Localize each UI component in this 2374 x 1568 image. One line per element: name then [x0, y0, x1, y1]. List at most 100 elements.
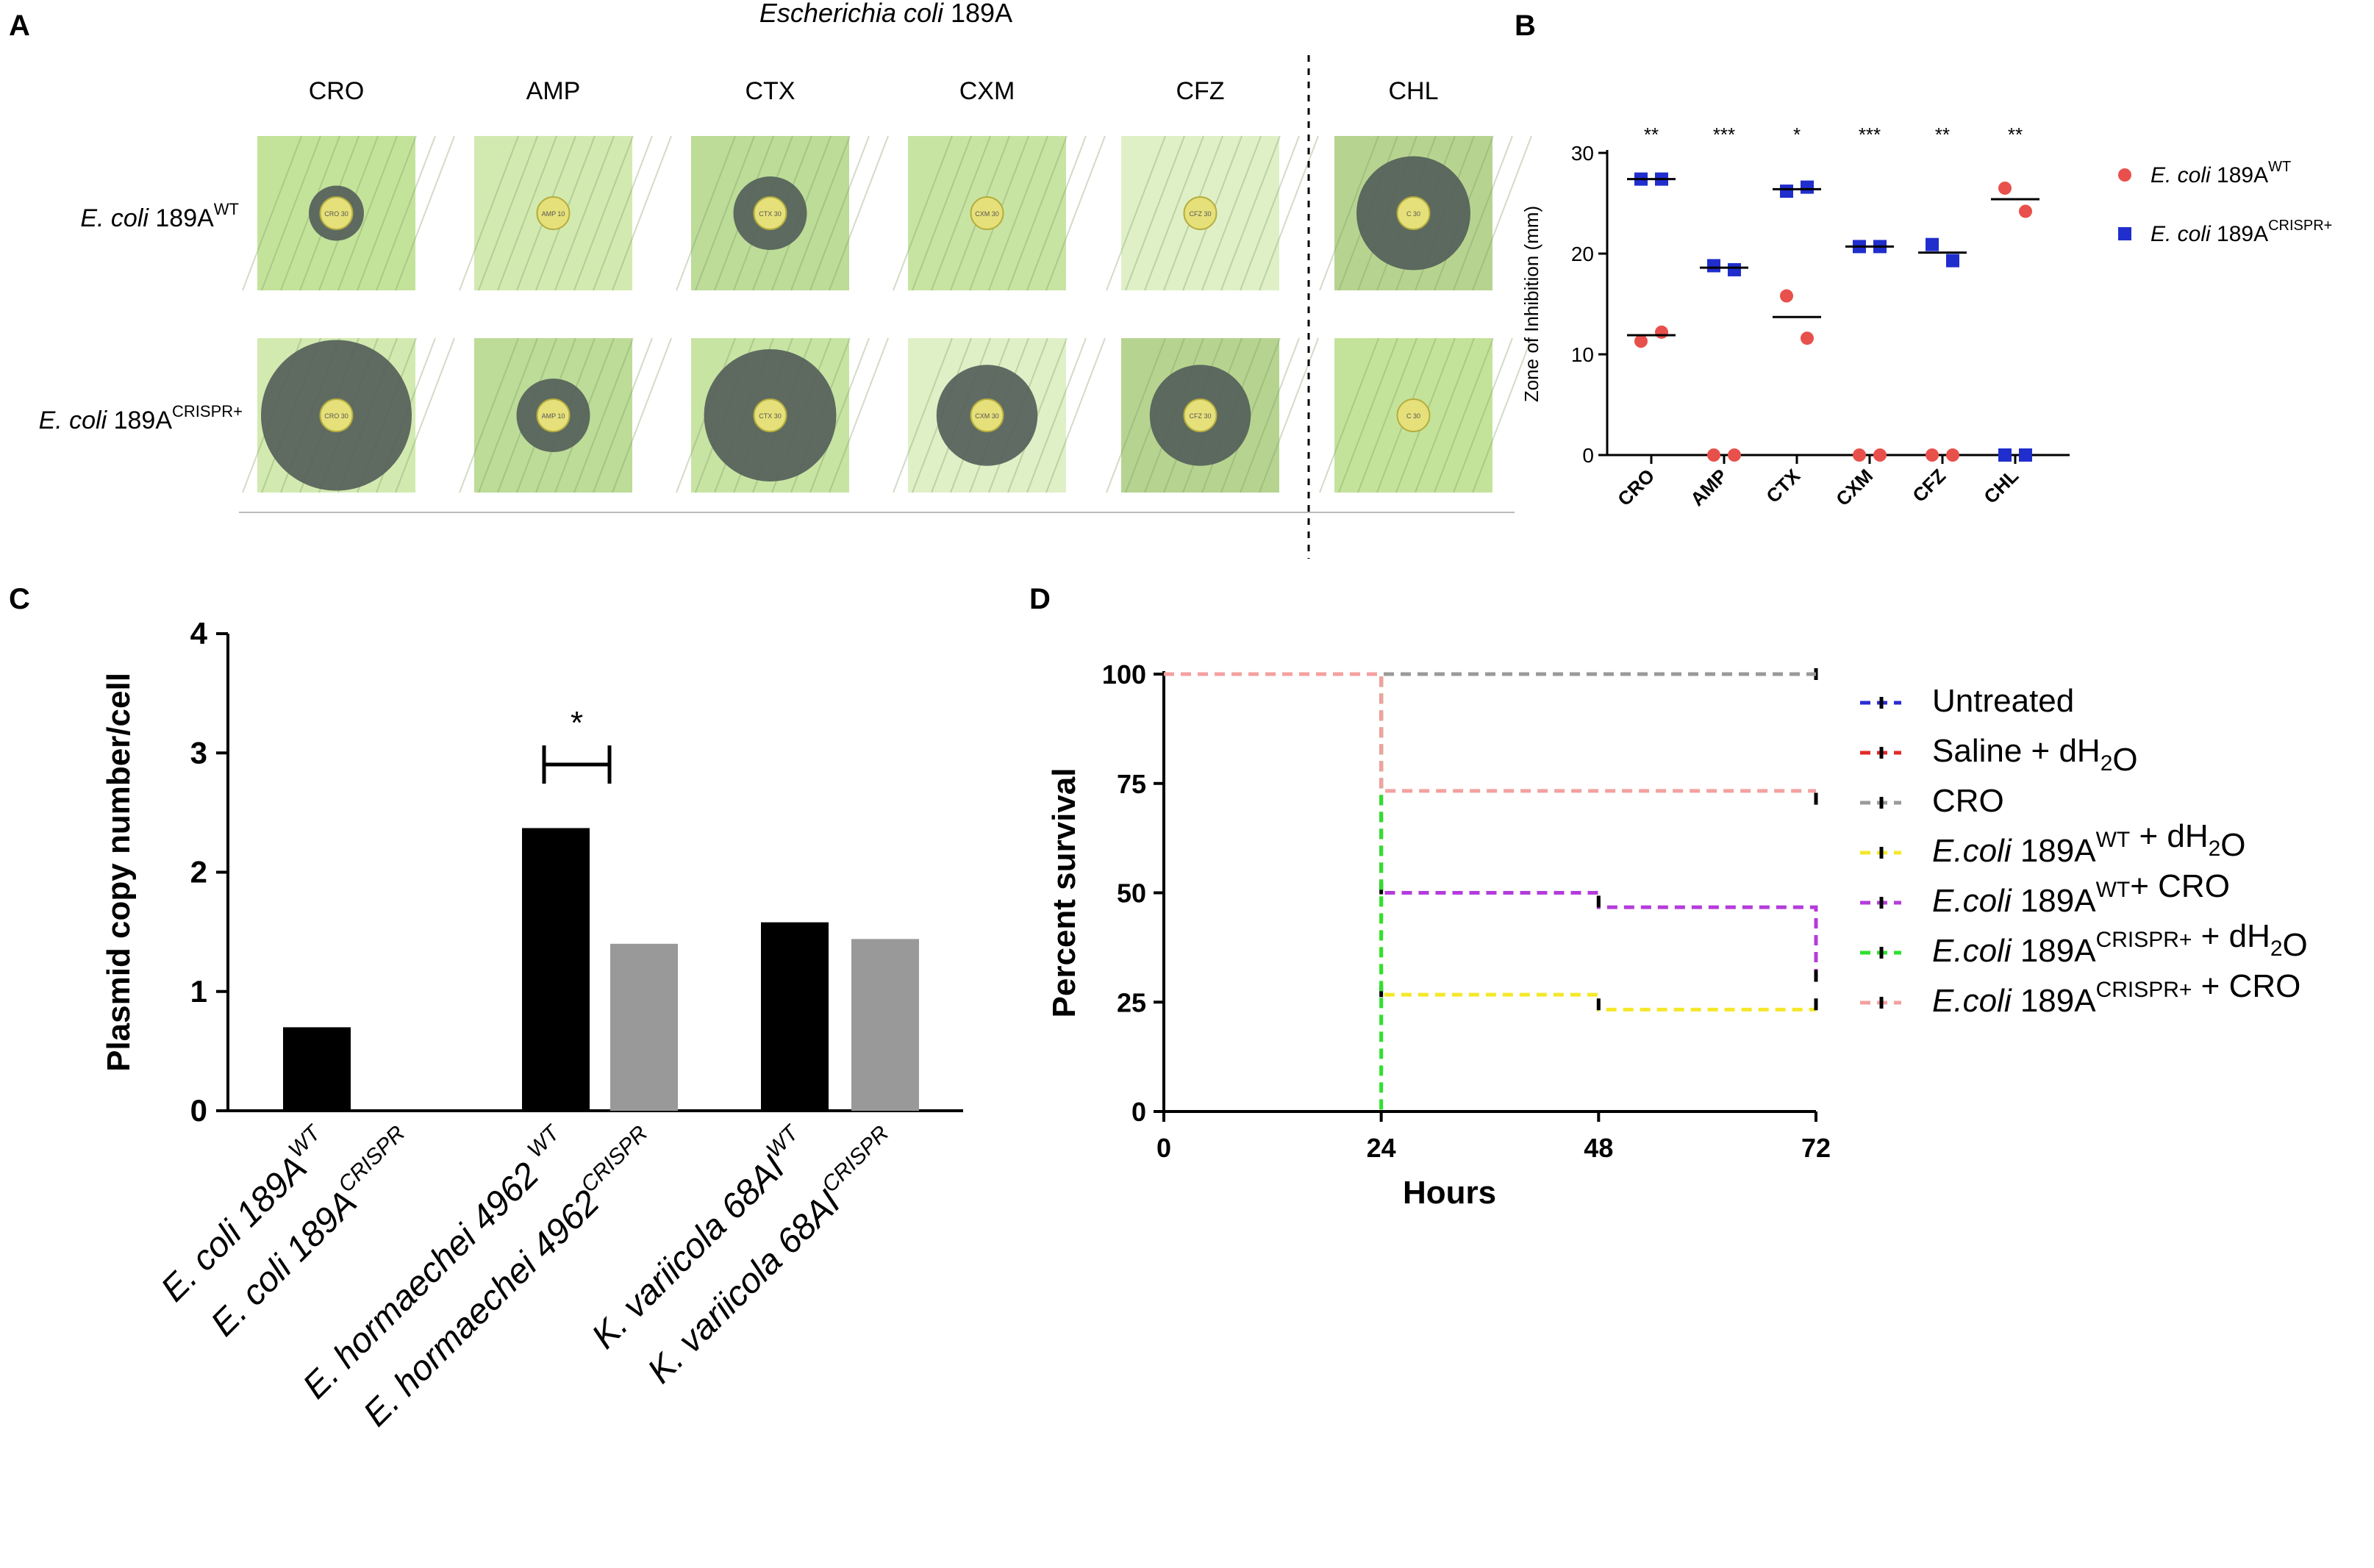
- disc-label: AMP 10: [542, 210, 565, 218]
- plate-streak: [988, 135, 1048, 291]
- x-tick-label: CFZ: [1908, 465, 1950, 506]
- plate-streak: [893, 337, 953, 493]
- plate-streak: [357, 135, 417, 291]
- panel-letter-a: A: [9, 10, 30, 42]
- legend-label: CRO: [1932, 783, 2004, 819]
- bar: [761, 922, 829, 1111]
- plate-tile: CXM 30: [893, 135, 1106, 291]
- plate-streak: [497, 135, 557, 291]
- bar: [283, 1027, 351, 1111]
- y-tick-label: 25: [1117, 987, 1146, 1017]
- scatter-point: [1780, 185, 1793, 198]
- plate-streak: [1434, 337, 1494, 493]
- disc-label: CXM 30: [975, 412, 999, 420]
- plate-tile: C 30: [1319, 135, 1532, 291]
- plate-streak: [1453, 337, 1513, 493]
- scatter-point: [2019, 448, 2032, 462]
- antibiotic-header-amp: AMP: [526, 77, 581, 105]
- scatter-point: [1728, 448, 1741, 462]
- plate-streak: [1045, 135, 1106, 291]
- plate-streak: [1106, 337, 1166, 493]
- plate-streak: [376, 135, 436, 291]
- plate-streak: [1319, 135, 1379, 291]
- scatter-point: [1873, 448, 1887, 462]
- significance-label: **: [1644, 123, 1659, 146]
- bar: [851, 939, 919, 1111]
- x-tick-label: 0: [1156, 1133, 1171, 1163]
- plate-tile: CFZ 30: [1106, 135, 1319, 291]
- plate-streak: [1125, 135, 1185, 291]
- plate-streak: [478, 135, 538, 291]
- plate-streak: [593, 337, 653, 493]
- y-axis-label: Plasmid copy number/cell: [101, 673, 137, 1072]
- disc-label: CTX 30: [759, 412, 782, 420]
- antibiotic-header-cro: CRO: [309, 77, 365, 105]
- bar: [610, 943, 678, 1111]
- x-tick-label: 72: [1801, 1133, 1831, 1163]
- scatter-point: [1728, 262, 1741, 276]
- antibiotic-header-ctx: CTX: [746, 77, 795, 105]
- plate-streak: [1106, 135, 1166, 291]
- significance-label: **: [1935, 123, 1950, 146]
- plate-tile: CXM 30: [893, 337, 1106, 493]
- y-tick-label: 0: [1582, 444, 1594, 467]
- row-label-crisprplus: E. coli 189ACRISPR+: [39, 402, 243, 434]
- scatter-point: [1707, 259, 1720, 273]
- survival-line: [1164, 672, 1816, 1012]
- plate-streak: [1472, 135, 1532, 291]
- scatter-point: [1801, 332, 1814, 346]
- y-tick-label: 75: [1117, 769, 1146, 799]
- disc-label: CXM 30: [975, 210, 999, 218]
- survival-line: [1164, 672, 1816, 793]
- plate-streak: [893, 135, 953, 291]
- significance-label: **: [2008, 123, 2023, 146]
- bar: [522, 828, 590, 1111]
- x-axis-label: Hours: [1403, 1175, 1496, 1211]
- plate-streak: [395, 135, 455, 291]
- y-tick-label: 2: [190, 855, 207, 889]
- plate-streak: [612, 135, 672, 291]
- plate-streak: [1453, 135, 1513, 291]
- plate-streak: [459, 135, 519, 291]
- x-tick-label: 48: [1584, 1133, 1613, 1163]
- x-tick-label: AMP: [1686, 465, 1731, 510]
- x-tick-label: 24: [1367, 1133, 1396, 1163]
- scatter-point: [1655, 325, 1668, 339]
- plate-streak: [261, 135, 321, 291]
- x-tick-label: CTX: [1762, 465, 1804, 507]
- plate-streak: [790, 135, 851, 291]
- significance-label: *: [1793, 123, 1801, 146]
- survival-line: [1164, 672, 1818, 981]
- y-tick-label: 20: [1571, 243, 1594, 265]
- panel-a-title: Escherichia coli 189A: [759, 0, 1012, 28]
- y-tick-label: 50: [1117, 878, 1146, 909]
- legend-label: E.coli 189ACRISPR+ + dH2O: [1932, 918, 2308, 969]
- plate-streak: [1201, 135, 1262, 291]
- y-tick-label: 1: [190, 974, 207, 1009]
- plate-streak: [1240, 337, 1300, 493]
- x-tick-label: CRO: [1613, 465, 1659, 510]
- plate-streak: [1220, 135, 1281, 291]
- legend-label: E.coli 189AWT + dH2O: [1932, 818, 2246, 869]
- plate-tile: C 30: [1319, 337, 1532, 493]
- y-tick-label: 4: [190, 616, 208, 651]
- plate-tile: CRO 30: [242, 135, 455, 291]
- scatter-point: [1946, 448, 1959, 462]
- disc-label: CFZ 30: [1189, 412, 1211, 420]
- plate-streak: [573, 337, 634, 493]
- antibiotic-disc: [1183, 398, 1218, 432]
- disc-label: CRO 30: [324, 412, 348, 420]
- plate-streak: [242, 135, 302, 291]
- plate-tile: AMP 10: [459, 135, 672, 291]
- disc-label: CTX 30: [759, 210, 782, 218]
- plate-streak: [612, 337, 672, 493]
- scatter-point: [1926, 448, 1939, 462]
- disc-label: C 30: [1406, 412, 1420, 420]
- plate-tile: CRO 30: [242, 337, 455, 493]
- plate-streak: [1007, 135, 1068, 291]
- disc-label: C 30: [1406, 210, 1420, 218]
- antibiotic-header-cxm: CXM: [959, 77, 1015, 105]
